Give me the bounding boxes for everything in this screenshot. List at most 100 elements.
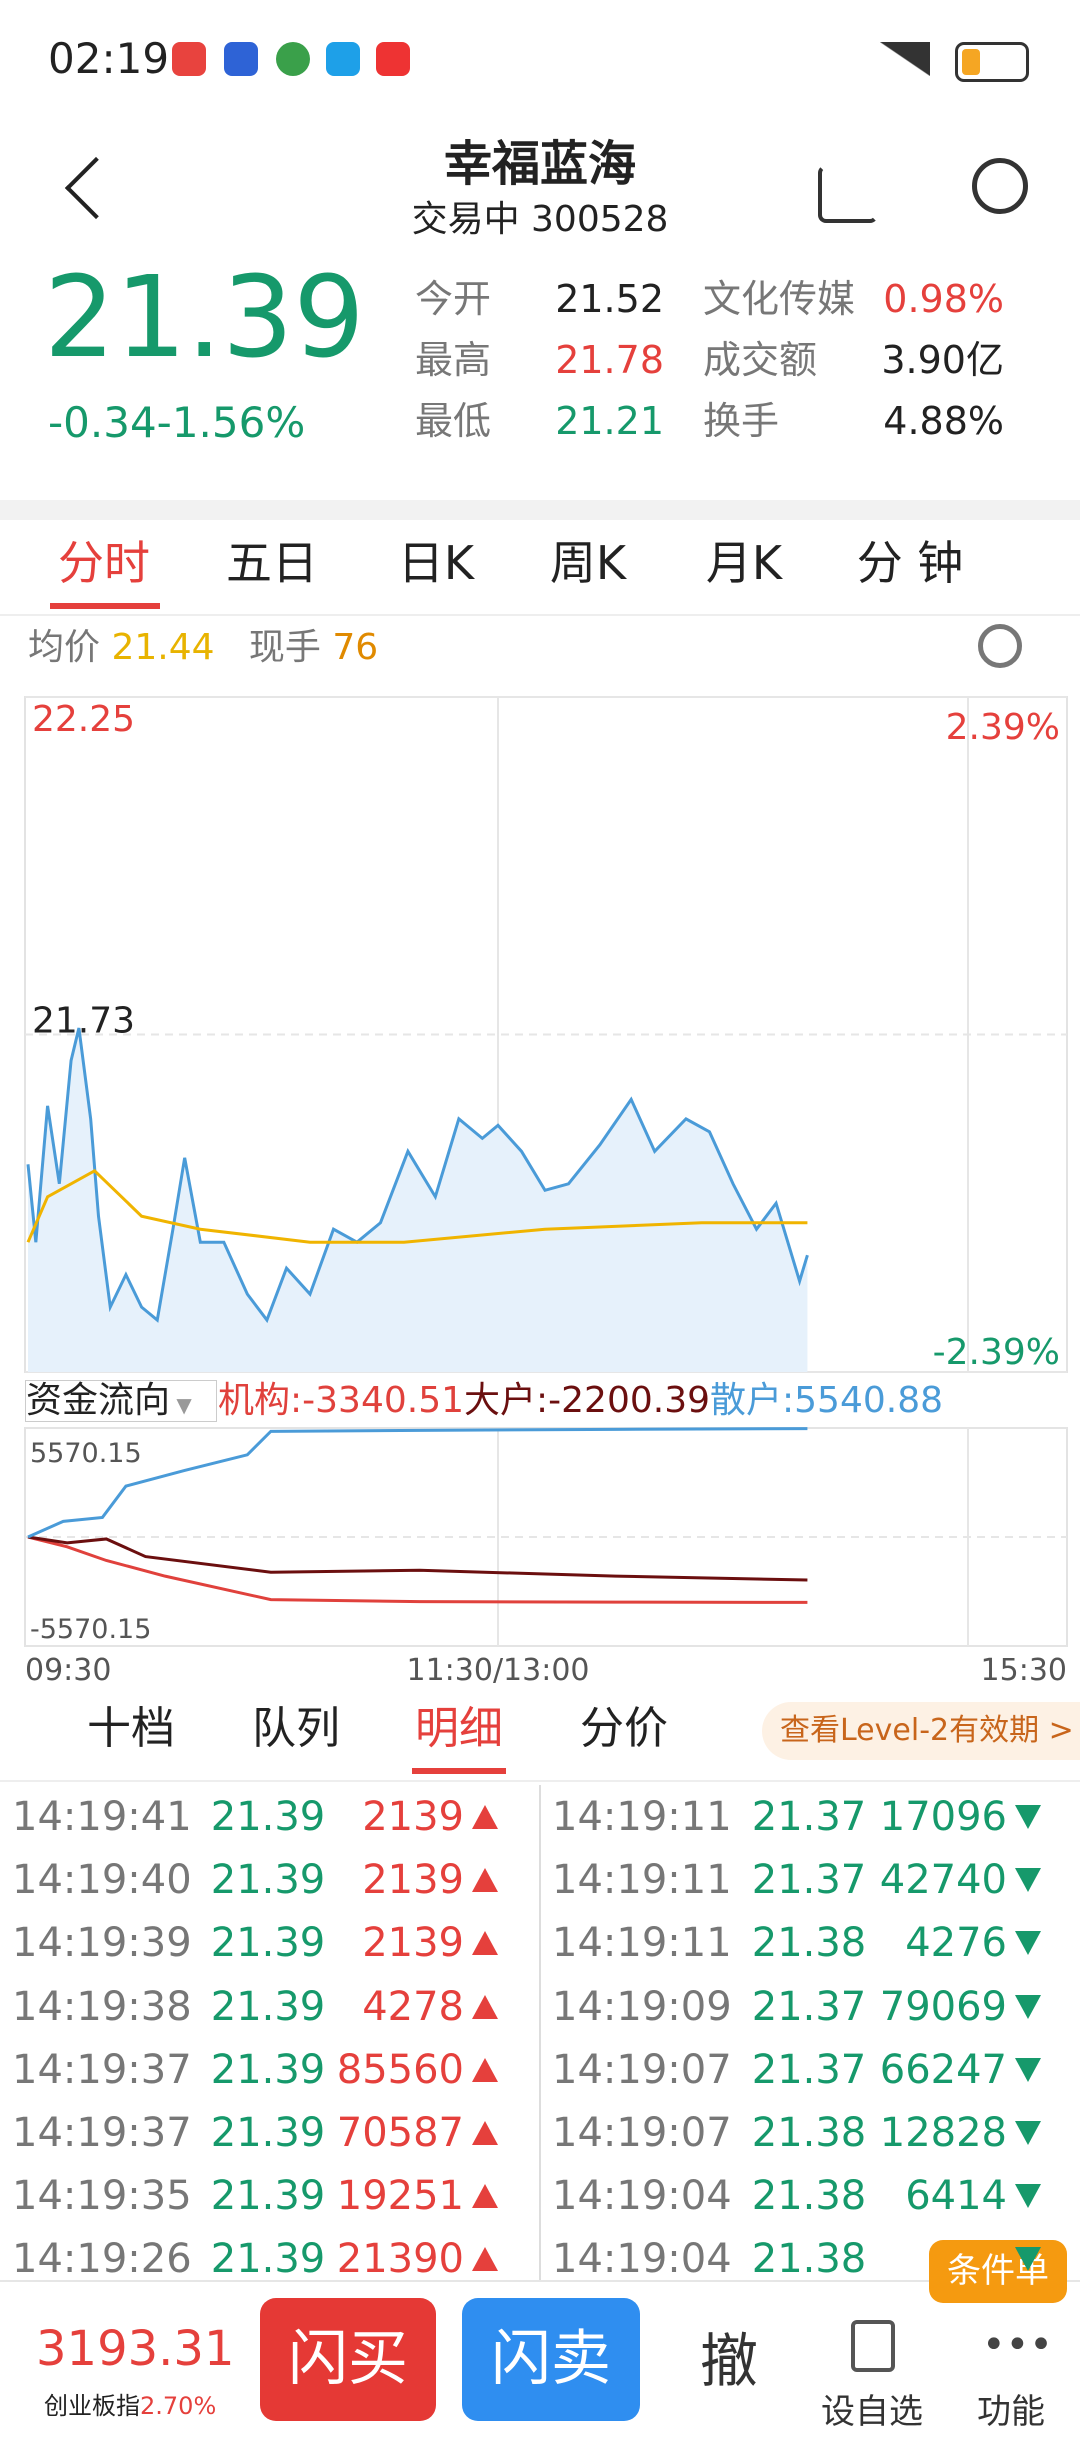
hand-label: 现手	[248, 627, 321, 668]
detail-tab[interactable]: 队列	[252, 1703, 340, 1754]
cancel-button[interactable]: 撤	[700, 2327, 759, 2395]
stat-label: 今开	[415, 277, 492, 321]
trade-price: 21.38	[751, 2236, 867, 2283]
period-tab[interactable]: 分 钟	[856, 536, 964, 590]
trade-arrow	[472, 1868, 498, 1893]
trade-arrow	[472, 1994, 498, 2019]
period-tab[interactable]: 日K	[397, 536, 475, 590]
stock-subtitle: 交易中 300528	[411, 199, 669, 240]
stat-label: 最低	[415, 399, 492, 443]
divider	[0, 614, 1080, 616]
stat-value: 4.88%	[883, 399, 1004, 443]
settings-button[interactable]	[978, 624, 1022, 668]
period-tab[interactable]: 分时	[58, 536, 150, 590]
avg-label: 均价	[28, 627, 101, 668]
detail-tab[interactable]: 分价	[580, 1703, 668, 1754]
trade-arrow	[1015, 1868, 1041, 1893]
trade-time: 14:19:07	[552, 2110, 732, 2156]
info-row: 均价 21.44 现手 76	[28, 630, 378, 666]
stat-label: 文化传媒	[703, 277, 856, 321]
level2-banner[interactable]: 查看Level-2有效期 >	[762, 1702, 1080, 1760]
trade-price: 21.39	[210, 1857, 326, 1904]
stat-label: 换手	[703, 399, 780, 443]
func-button[interactable]: 功能	[977, 2392, 1045, 2432]
search-button[interactable]	[972, 158, 1028, 214]
battery	[955, 42, 1029, 82]
period-tab[interactable]: 五日	[226, 536, 318, 590]
share-button[interactable]	[818, 165, 878, 223]
x-tick-label: 15:30	[981, 1653, 1067, 1688]
trade-volume: 2139	[362, 1920, 464, 1967]
trade-price: 21.37	[751, 1794, 867, 1840]
series-line	[27, 1535, 808, 1604]
trade-arrow	[472, 2247, 498, 2272]
trade-volume: 2139	[362, 1794, 464, 1840]
func-icon: •••	[982, 2322, 1053, 2368]
trade-time: 14:19:09	[552, 1983, 732, 2030]
trade-price: 21.38	[751, 2173, 867, 2220]
flow-selector[interactable]: 资金流向 ▼	[25, 1380, 217, 1422]
trade-volume: 19251	[336, 2173, 464, 2220]
trade-price: 21.39	[210, 1794, 326, 1840]
tab-underline	[50, 603, 160, 609]
sell-button[interactable]: 闪卖	[462, 2298, 640, 2421]
trade-volume: 85560	[336, 2046, 464, 2093]
signal	[880, 42, 930, 76]
trade-arrow	[1015, 2057, 1041, 2082]
watch-button[interactable]: 设自选	[821, 2392, 923, 2432]
trade-price: 21.39	[210, 2046, 326, 2093]
separator	[0, 500, 1080, 520]
legend-entry: 机构:-3340.51	[218, 1380, 464, 1421]
stat-value: 21.78	[555, 338, 664, 382]
trade-arrow	[1015, 2121, 1041, 2145]
stat-value: 21.21	[555, 399, 664, 443]
trade-time: 14:19:37	[12, 2046, 192, 2093]
stat-value: 21.52	[555, 277, 664, 321]
trade-price: 21.37	[751, 1983, 867, 2030]
trade-price: 21.39	[210, 1920, 326, 1967]
legend-value: -3340.51	[302, 1380, 464, 1421]
app-icon	[224, 42, 258, 76]
period-tab[interactable]: 周K	[549, 536, 627, 590]
trade-volume: 42740	[879, 1857, 1007, 1904]
trade-price: 21.39	[210, 1983, 326, 2030]
stat-label: 最高	[415, 338, 492, 382]
trade-volume: 12828	[879, 2110, 1007, 2156]
index-row: 创业板指2.70%	[44, 2394, 216, 2418]
series-line	[27, 1535, 808, 1582]
stat-value: 0.98%	[883, 277, 1004, 321]
y2-tick-label: 2.39%	[946, 707, 1060, 748]
trade-volume: 17096	[879, 1794, 1007, 1840]
change: -0.34	[48, 398, 157, 447]
trade-volume: 6414	[905, 2173, 1007, 2220]
app-icon	[376, 42, 410, 76]
detail-tab[interactable]: 明细	[415, 1703, 503, 1754]
trade-arrow	[472, 2184, 498, 2209]
trade-arrow	[1015, 1805, 1041, 1829]
trade-time: 14:19:04	[552, 2173, 732, 2220]
buy-button[interactable]: 闪买	[260, 2298, 436, 2421]
trade-price: 21.39	[210, 2236, 326, 2283]
condition-badge[interactable]: 条件单	[929, 2240, 1067, 2303]
period-tab[interactable]: 月K	[705, 536, 783, 590]
detail-tab[interactable]: 十档	[87, 1703, 175, 1754]
index-pct: 2.70%	[140, 2392, 217, 2420]
trade-volume: 70587	[336, 2110, 464, 2156]
flow-label: 资金流向	[26, 1380, 171, 1421]
watch-icon	[851, 2320, 895, 2372]
y-tick-label: 22.25	[32, 699, 135, 740]
trade-price: 21.37	[751, 2046, 867, 2093]
stat-value: 3.90亿	[881, 338, 1004, 382]
series-line	[27, 1427, 808, 1539]
trade-price: 21.38	[751, 2110, 867, 2156]
trade-time: 14:19:07	[552, 2046, 732, 2093]
index-value[interactable]: 3193.31	[36, 2321, 235, 2377]
app-icon	[172, 42, 206, 76]
legend-entry: 大户:-2200.39	[464, 1380, 710, 1421]
series-line	[26, 1027, 809, 1324]
trade-time: 14:19:11	[552, 1920, 732, 1967]
y-tick-label: 21.73	[32, 1001, 135, 1042]
trade-price: 21.39	[210, 2173, 326, 2220]
trade-arrow	[1015, 1931, 1041, 1956]
legend-value: 5540.88	[794, 1380, 944, 1421]
